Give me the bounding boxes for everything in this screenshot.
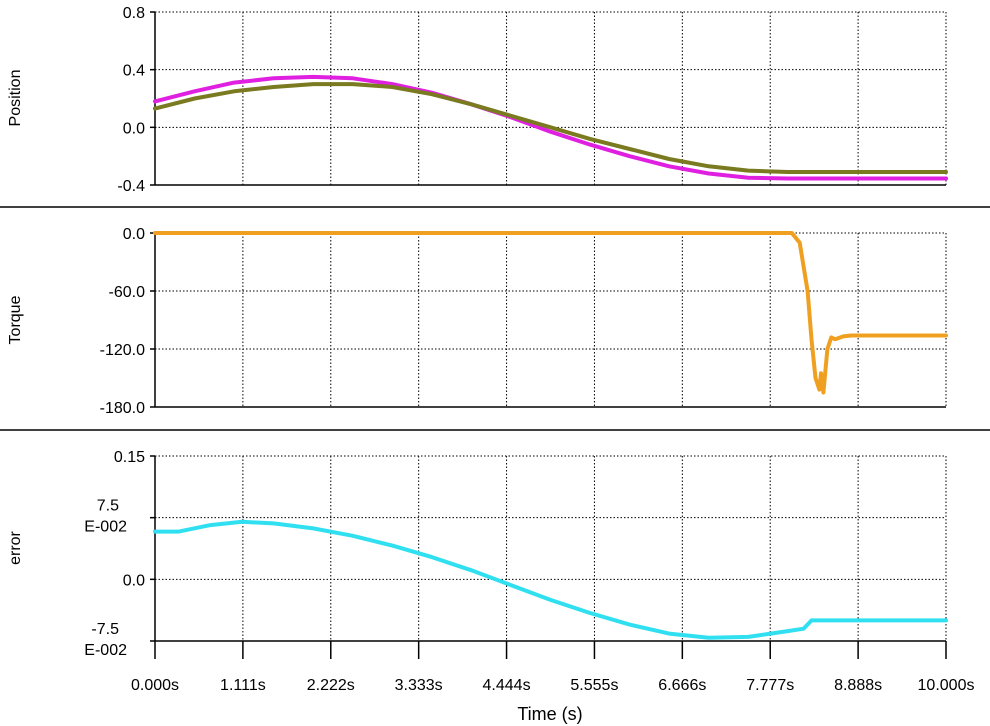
x-tick-label: 4.444s bbox=[483, 677, 531, 694]
y-tick-label: -7.5 bbox=[91, 621, 119, 638]
y-tick-label: -60.0 bbox=[109, 284, 146, 301]
y-tick-label: 0.15 bbox=[114, 449, 145, 466]
y-tick-label-exponent: E-002 bbox=[84, 519, 127, 536]
plot-frame bbox=[154, 455, 947, 642]
y-tick-label: -0.4 bbox=[117, 178, 145, 195]
y-tick-label: 0.4 bbox=[123, 63, 145, 80]
series-line bbox=[153, 74, 948, 181]
x-axis-title: Time (s) bbox=[517, 704, 582, 724]
y-axis-label: Torque bbox=[7, 295, 24, 344]
x-tick-label: 6.666s bbox=[658, 677, 706, 694]
x-tick-label: 3.333s bbox=[395, 677, 443, 694]
plot-frame bbox=[154, 11, 947, 186]
y-tick-label: 0.0 bbox=[123, 120, 145, 137]
series-line bbox=[153, 231, 948, 395]
y-tick-label: 0.0 bbox=[123, 572, 145, 589]
y-axis-label: error bbox=[7, 530, 24, 564]
x-tick-label: 2.222s bbox=[307, 677, 355, 694]
x-tick-label: 10.000s bbox=[918, 677, 975, 694]
y-tick-label: 0.8 bbox=[123, 5, 145, 22]
y-tick-label: -180.0 bbox=[100, 400, 145, 417]
y-tick-label: 7.5 bbox=[97, 498, 119, 515]
x-tick-label: 7.777s bbox=[746, 677, 794, 694]
x-tick-label: 8.888s bbox=[834, 677, 882, 694]
series-line bbox=[153, 82, 948, 174]
y-axis-label: Position bbox=[7, 70, 24, 127]
plot-frame bbox=[154, 232, 947, 408]
series-line bbox=[153, 519, 948, 640]
x-tick-label: 1.111s bbox=[220, 677, 266, 694]
x-tick-label: 0.000s bbox=[131, 677, 179, 694]
y-tick-label: 0.0 bbox=[123, 226, 145, 243]
y-tick-label-exponent: E-002 bbox=[84, 642, 127, 659]
y-tick-label: -120.0 bbox=[100, 342, 145, 359]
x-tick-label: 5.555s bbox=[570, 677, 618, 694]
